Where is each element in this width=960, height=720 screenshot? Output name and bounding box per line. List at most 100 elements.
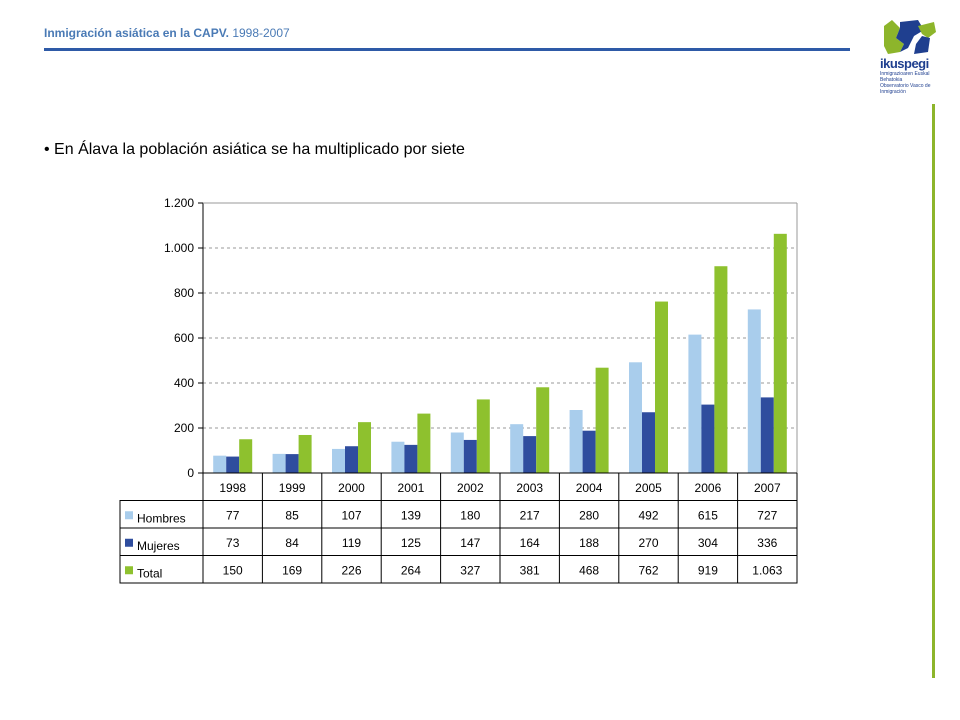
y-tick-label: 200 [174, 421, 194, 435]
data-label: 147 [460, 536, 480, 550]
x-tick-label: 2007 [754, 481, 781, 495]
y-tick-label: 600 [174, 331, 194, 345]
legend-label-hombres: Hombres [137, 511, 186, 525]
data-label: 84 [285, 536, 299, 550]
bar-hombres-2000 [332, 448, 345, 473]
data-label: 492 [638, 508, 658, 522]
ikuspegi-logo-icon [884, 20, 936, 54]
bar-hombres-2003 [510, 424, 524, 473]
x-tick-label: 1998 [219, 481, 246, 495]
data-label: 270 [638, 536, 658, 550]
data-label: 164 [520, 536, 540, 550]
data-label: 77 [226, 508, 240, 522]
bar-total-2000 [358, 422, 371, 473]
bar-mujeres-2001 [404, 444, 418, 473]
legend-swatch-hombres [125, 511, 133, 520]
y-tick-label: 0 [187, 466, 194, 480]
data-label: 188 [579, 536, 599, 550]
table-frame [119, 500, 798, 584]
bar-total-2001 [417, 413, 431, 473]
bar-mujeres-2004 [582, 430, 596, 473]
bar-total-2005 [655, 301, 668, 473]
bar-total-2004 [595, 367, 609, 473]
data-label: 150 [223, 563, 243, 577]
bar-hombres-2004 [569, 410, 583, 473]
page-header-title: Inmigración asiática en la CAPV. 1998-20… [44, 26, 290, 40]
data-label: 125 [401, 536, 421, 550]
bar-total-2002 [476, 399, 490, 473]
bar-mujeres-1998 [226, 456, 240, 473]
bar-mujeres-2003 [523, 436, 537, 473]
chart-gridlines [203, 202, 797, 429]
bar-mujeres-2000 [345, 446, 358, 473]
data-label: 73 [226, 536, 240, 550]
data-label: 304 [698, 536, 718, 550]
x-tick-label: 1999 [279, 481, 306, 495]
legend-swatch-total [125, 566, 133, 575]
header-divider [44, 48, 850, 51]
chart-axes: 0 200 400 600 800 1.000 1.200 [164, 196, 798, 480]
data-label: 327 [460, 563, 480, 577]
right-accent-bar [932, 104, 935, 678]
data-label: 217 [520, 508, 540, 522]
bar-total-2003 [536, 387, 550, 473]
x-tick-label: 2005 [635, 481, 662, 495]
logo-subtitle: Inmigrazioaren Euskal Behatokia Observat… [880, 71, 942, 95]
bar-hombres-2001 [391, 441, 405, 473]
data-label: 139 [401, 508, 421, 522]
logo-wordmark: ikuspegi [880, 56, 929, 71]
data-label: 180 [460, 508, 480, 522]
bar-mujeres-2005 [642, 412, 655, 473]
x-tick-label: 2002 [457, 481, 484, 495]
bar-hombres-1999 [272, 453, 286, 473]
logo-subtitle-line1: Inmigrazioaren Euskal Behatokia [880, 71, 930, 83]
logo-subtitle-line2: Observatorio Vasco de Inmigración [880, 83, 931, 95]
bullet-point: • En Álava la población asiática se ha m… [44, 141, 465, 158]
y-tick-label: 400 [174, 376, 194, 390]
chart-bars [213, 233, 787, 473]
x-tick-label: 2003 [516, 481, 543, 495]
bar-mujeres-1999 [285, 454, 299, 473]
data-label: 280 [579, 508, 599, 522]
legend-label-total: Total [137, 566, 162, 580]
data-label: 919 [698, 563, 718, 577]
bar-mujeres-2002 [463, 439, 477, 473]
x-tick-label: 2000 [338, 481, 365, 495]
data-label: 264 [401, 563, 421, 577]
data-label: 107 [341, 508, 361, 522]
x-tick-label: 2004 [576, 481, 603, 495]
data-label: 1.063 [752, 563, 782, 577]
bar-hombres-2006 [688, 334, 702, 473]
bar-total-1999 [298, 434, 312, 473]
bar-mujeres-2007 [760, 397, 774, 473]
bar-hombres-2005 [629, 362, 642, 473]
bar-mujeres-2006 [701, 404, 715, 473]
data-label: 381 [520, 563, 540, 577]
bar-total-2007 [773, 233, 787, 473]
bar-hombres-1998 [213, 455, 227, 473]
y-tick-label: 1.200 [164, 196, 194, 210]
bar-total-2006 [714, 266, 728, 473]
y-tick-label: 800 [174, 286, 194, 300]
header-years: 1998-2007 [232, 26, 290, 40]
legend-label-mujeres: Mujeres [137, 539, 180, 553]
data-table: 1998 1999 2000 2001 2002 2003 2004 2005 2006 2007… [119, 472, 798, 584]
data-label: 226 [341, 563, 361, 577]
data-label: 85 [285, 508, 299, 522]
bar-total-1998 [239, 439, 253, 473]
data-label: 336 [757, 536, 777, 550]
data-label: 468 [579, 563, 599, 577]
bar-hombres-2007 [747, 309, 761, 473]
y-tick-label: 1.000 [164, 241, 194, 255]
bar-hombres-2002 [450, 432, 464, 473]
data-label: 119 [342, 536, 361, 550]
data-label: 615 [698, 508, 718, 522]
legend-swatch-mujeres [125, 538, 133, 547]
data-label: 169 [282, 563, 302, 577]
x-tick-label: 2001 [398, 481, 425, 495]
data-label: 762 [638, 563, 658, 577]
data-label: 727 [757, 508, 777, 522]
x-tick-label: 2006 [695, 481, 722, 495]
header-title-text: Inmigración asiática en la CAPV. [44, 26, 229, 40]
